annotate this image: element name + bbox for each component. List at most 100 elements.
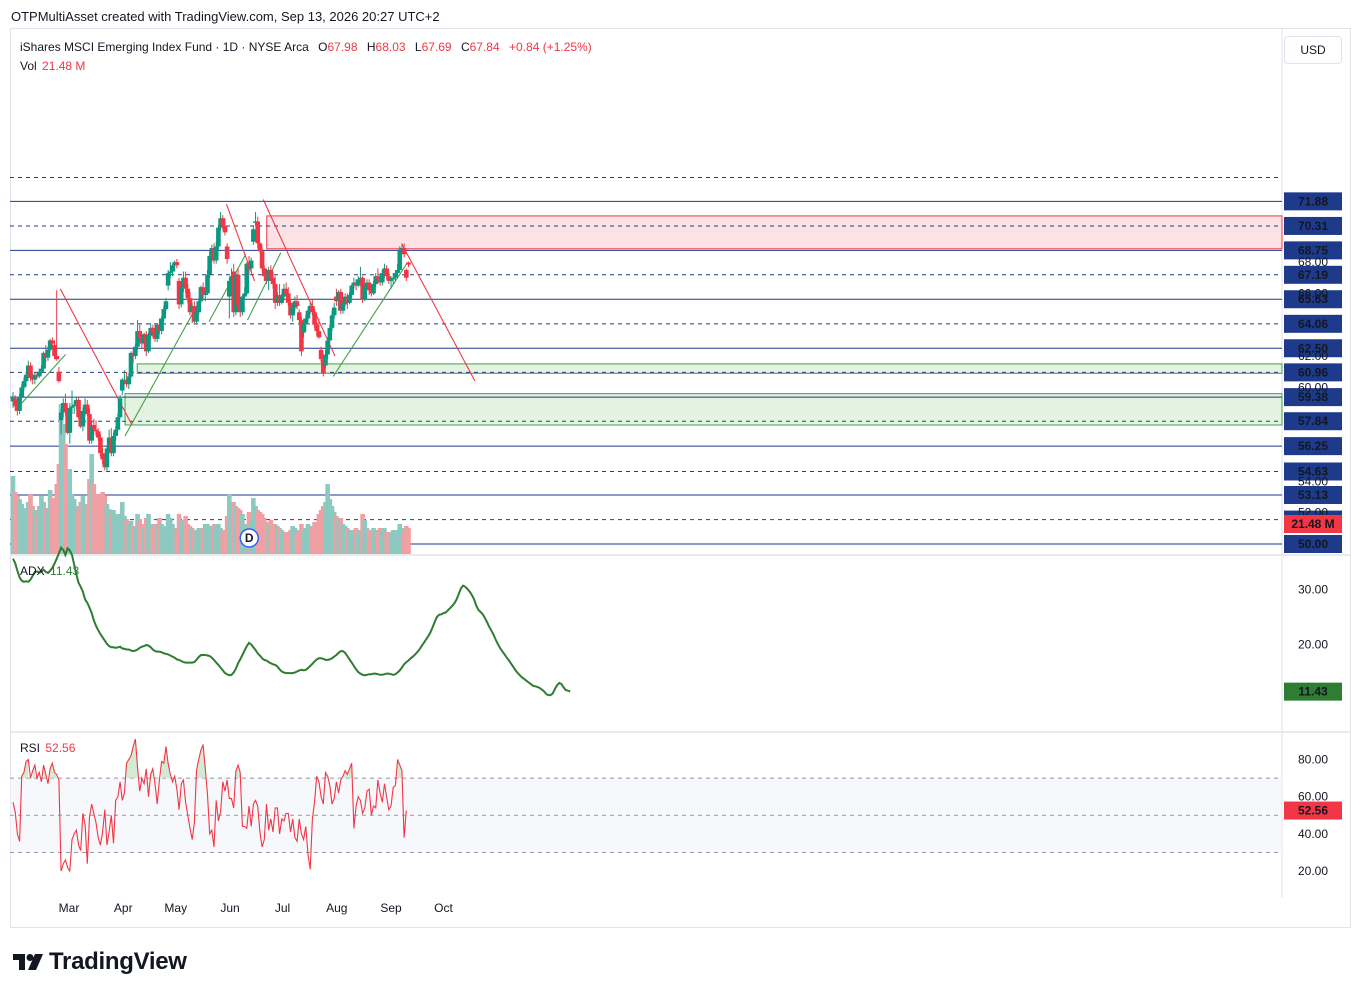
candle-body [32, 374, 38, 380]
candle-body [58, 412, 64, 421]
candle-body [17, 396, 22, 411]
candle [224, 243, 230, 264]
candle-body [71, 404, 77, 407]
candle-body [146, 335, 151, 352]
candle-body [283, 288, 289, 294]
candle-body [47, 340, 53, 350]
candle [222, 218, 228, 236]
candle-body [100, 453, 105, 460]
adx-tick-label: 20.00 [1298, 638, 1328, 652]
candle-body [314, 324, 320, 332]
candle-body [305, 310, 311, 319]
candle-body [279, 296, 285, 303]
candle-body [183, 277, 188, 289]
candle-body [21, 381, 27, 388]
chart-svg[interactable]: 71.88 70.31 68.75 67.19 65.63 64.06 62.50 60.96… [10, 28, 1351, 928]
candle-body [244, 263, 250, 294]
candle [235, 268, 241, 313]
price-level-label: 68.75 [1298, 243, 1328, 257]
close-key: C [460, 40, 470, 54]
candle [119, 378, 125, 396]
date-tick-label: Mar [59, 901, 80, 915]
volume-key: Vol [20, 59, 37, 73]
price-level-label-bg [1284, 437, 1342, 456]
adx-tick-label: 30.00 [1298, 583, 1328, 597]
candle-body [338, 291, 344, 311]
price-level-label-bg [1284, 265, 1342, 284]
candle-body [257, 243, 263, 252]
candle-body [113, 429, 118, 436]
trendline-green [14, 354, 66, 412]
candle-body [310, 305, 315, 313]
price-tick-label: 66.00 [1298, 286, 1328, 300]
candle-body [200, 287, 206, 296]
candle [104, 446, 110, 472]
candle-body [135, 331, 140, 347]
candle-body [301, 323, 306, 333]
price-level-label-bg [1284, 462, 1342, 481]
candle-body [207, 255, 212, 275]
brand-text: TradingView [49, 948, 187, 975]
price-level-label-bg [1284, 388, 1342, 407]
candle-body [242, 293, 247, 297]
candle [331, 302, 337, 319]
candle-body [268, 269, 274, 278]
candle-body [255, 221, 261, 244]
low-value: 67.69 [421, 40, 452, 54]
candle-body [222, 226, 228, 233]
candle-body [347, 295, 352, 303]
open-value: 67.98 [327, 40, 358, 54]
candle-body [384, 268, 389, 277]
candle-body [12, 398, 18, 407]
price-tick-label: 54.00 [1298, 474, 1328, 488]
candle-body [404, 269, 409, 278]
candle-body [126, 376, 132, 385]
candle-body [296, 312, 302, 321]
candle-body [117, 398, 123, 418]
candle-body [19, 387, 25, 397]
price-tick-label: 60.00 [1298, 380, 1328, 394]
price-level-label: 54.63 [1298, 464, 1328, 478]
rsi-tick-label: 40.00 [1298, 827, 1328, 841]
price-level-label: 67.19 [1298, 268, 1328, 282]
adx-line [12, 545, 571, 697]
candle-body [36, 371, 42, 377]
candle [406, 261, 411, 267]
zone-layer [124, 215, 1283, 426]
price-level-label: 62.50 [1298, 341, 1328, 355]
candle-body [375, 276, 381, 280]
candle [251, 226, 256, 245]
candle-body [316, 331, 322, 338]
candle-body [227, 280, 232, 297]
candle-body [165, 273, 171, 286]
level-lines [10, 177, 1282, 545]
candle-body [163, 301, 169, 310]
low-key: L [414, 40, 422, 54]
trendline-red [401, 243, 476, 382]
candle-body [216, 227, 221, 247]
volume-tag-label: 21.48 M [1291, 517, 1334, 531]
candle-body [161, 309, 167, 319]
candle [76, 396, 81, 419]
candle-body [248, 260, 254, 269]
open-key: O [318, 40, 328, 54]
candle-body [390, 277, 396, 280]
candle-body [80, 410, 86, 427]
currency-button[interactable]: USD [1284, 36, 1342, 64]
candle-body [28, 365, 33, 379]
volume-legend: Vol 21.48 M [20, 59, 85, 73]
candle [163, 298, 169, 311]
candle-body [91, 424, 97, 430]
candle-body [205, 274, 210, 294]
date-axis: Mar Apr May Jun Jul Aug Sep Oct [59, 901, 454, 915]
candle-body [63, 403, 68, 413]
candle [255, 216, 261, 249]
candle-body [251, 229, 256, 242]
price-level-label-bg [1284, 241, 1342, 260]
date-tick-label: May [164, 901, 187, 915]
candle [159, 316, 164, 335]
candle-body [325, 340, 330, 355]
candle-body [270, 277, 276, 285]
candle-body [327, 327, 333, 341]
chart-area[interactable]: 71.88 70.31 68.75 67.19 65.63 64.06 62.50 60.96… [10, 28, 1351, 928]
